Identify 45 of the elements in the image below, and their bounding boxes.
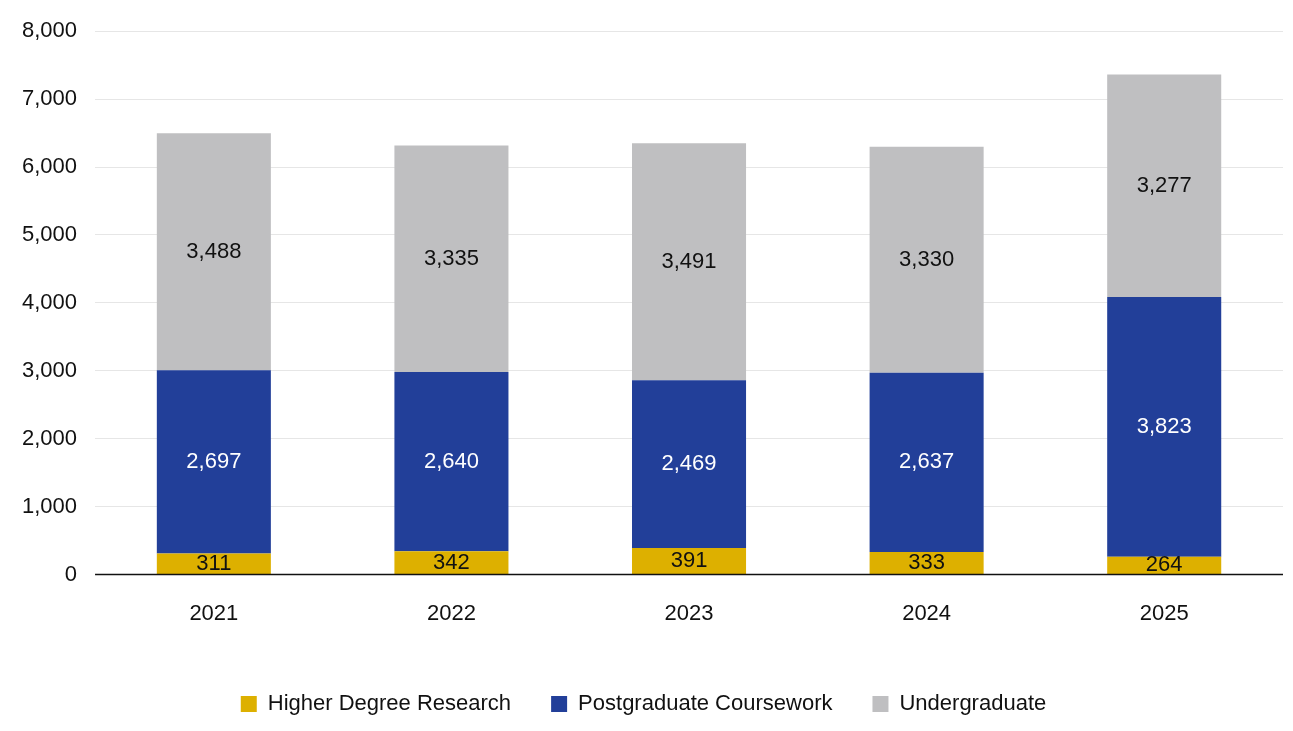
bar (869, 146, 984, 373)
data-label: 311 (196, 549, 232, 575)
bar (869, 372, 984, 552)
y-tick-label: 4,000 (21, 288, 78, 314)
x-tick-label: 2025 (1139, 599, 1189, 625)
legend-label: Postgraduate Coursework (578, 690, 834, 716)
data-label: 3,330 (899, 245, 955, 271)
bar (632, 548, 747, 575)
data-label: 2,697 (186, 447, 242, 473)
data-label: 2,469 (661, 450, 717, 476)
bar (1107, 74, 1222, 297)
bar (156, 553, 271, 575)
data-label: 2,637 (899, 448, 955, 474)
y-tick-label: 7,000 (21, 85, 78, 111)
data-label: 2,640 (423, 447, 479, 473)
data-label: 3,823 (1136, 412, 1192, 438)
data-label: 3,488 (186, 237, 242, 263)
bar (394, 551, 509, 575)
y-tick-label: 3,000 (21, 356, 78, 382)
x-tick-label: 2021 (189, 599, 239, 625)
y-tick-label: 5,000 (21, 221, 78, 247)
bar (156, 133, 271, 371)
data-label: 333 (908, 549, 945, 575)
y-tick-label: 8,000 (21, 17, 78, 43)
bar (156, 370, 271, 554)
data-label: 3,277 (1136, 171, 1192, 197)
data-label: 3,491 (661, 247, 717, 273)
x-tick-label: 2024 (902, 599, 952, 625)
y-tick-label: 1,000 (21, 492, 78, 518)
data-label: 391 (670, 547, 708, 573)
bar (394, 145, 509, 373)
bar (1107, 296, 1222, 557)
bar (394, 372, 509, 552)
bar (632, 143, 747, 381)
data-label: 264 (1145, 551, 1183, 577)
bar (632, 380, 747, 549)
x-tick-label: 2023 (664, 599, 714, 625)
y-tick-label: 6,000 (21, 153, 78, 179)
y-tick-label: 2,000 (21, 424, 78, 450)
data-label: 342 (433, 548, 470, 574)
legend-label: Higher Degree Research (267, 690, 512, 716)
legend-label: Undergraduate (899, 690, 1047, 716)
y-tick-label: 0 (64, 560, 78, 586)
data-label: 3,335 (423, 244, 479, 270)
x-tick-label: 2022 (426, 599, 476, 625)
